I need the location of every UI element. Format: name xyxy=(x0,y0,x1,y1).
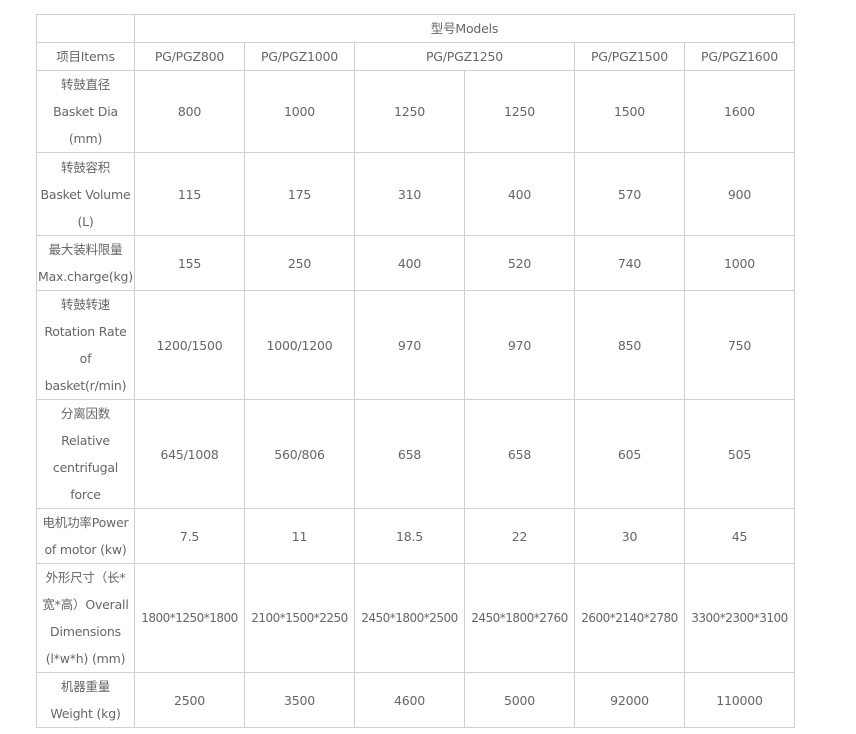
value-cell: 560/806 xyxy=(244,399,355,509)
value-cell: 30 xyxy=(574,508,685,564)
row-label: 机器重量 Weight (kg) xyxy=(36,672,135,728)
row-label-line: (L) xyxy=(77,213,94,229)
model-header: PG/PGZ800 xyxy=(134,42,245,71)
table-row: 转鼓直径 Basket Dia (mm) 800 1000 1250 1250 1500 160… xyxy=(36,70,796,153)
value-cell: 1500 xyxy=(574,70,685,153)
table-row: 外形尺寸（长* 宽*高）Overall Dimensions (l*w*h) (mm)… xyxy=(36,563,796,673)
table-row: 最大装料限量 Max.charge(kg) 155 250 400 520 740 1000 xyxy=(36,235,796,291)
header-row-items: 项目Items PG/PGZ800 PG/PGZ1000 PG/PGZ1250 … xyxy=(36,42,796,71)
value-cell: 1200/1500 xyxy=(134,290,245,400)
row-label-line: centrifugal xyxy=(52,460,119,475)
value-cell: 970 xyxy=(354,290,465,400)
models-header: 型号Models xyxy=(133,14,796,43)
value-cell: 850 xyxy=(574,290,685,400)
row-label-line: Max.charge(kg) xyxy=(38,269,133,284)
row-label: 转鼓转速 Rotation Rate of basket(r/min) xyxy=(36,290,135,400)
row-label-line: basket(r/min) xyxy=(44,378,127,393)
header-row-models: 型号Models xyxy=(36,14,796,43)
value-cell: 645/1008 xyxy=(134,399,245,509)
row-label: 外形尺寸（长* 宽*高）Overall Dimensions (l*w*h) (mm) xyxy=(36,563,135,673)
model-header: PG/PGZ1000 xyxy=(244,42,355,71)
value-cell: 310 xyxy=(354,152,465,236)
row-label-line: 转鼓直径 xyxy=(60,77,111,92)
value-cell: 1250 xyxy=(354,70,465,153)
value-cell: 7.5 xyxy=(134,508,245,564)
row-label-line: 外形尺寸（长* xyxy=(45,570,126,585)
corner-cell xyxy=(36,14,135,43)
value-cell: 11 xyxy=(244,508,355,564)
row-label: 最大装料限量 Max.charge(kg) xyxy=(36,235,135,291)
value-cell: 1000 xyxy=(244,70,355,153)
value-cell: 605 xyxy=(574,399,685,509)
row-label-line: 宽*高）Overall xyxy=(42,597,129,612)
table-row: 转鼓转速 Rotation Rate of basket(r/min) 1200/150… xyxy=(36,290,796,400)
row-label-line: of motor (kw) xyxy=(44,542,127,557)
value-cell: 250 xyxy=(244,235,355,291)
row-label-line: Rotation Rate xyxy=(44,324,127,339)
row-label-line: Basket Dia xyxy=(53,104,118,119)
model-header: PG/PGZ1600 xyxy=(683,42,796,71)
value-cell: 2450*1800*2500 xyxy=(354,563,465,673)
items-header: 项目Items xyxy=(36,42,135,71)
value-cell: 110000 xyxy=(683,672,796,728)
row-label: 转鼓直径 Basket Dia (mm) xyxy=(36,70,135,153)
row-label-line: 最大装料限量 xyxy=(48,242,123,257)
value-cell: 570 xyxy=(574,152,685,236)
model-header: PG/PGZ1500 xyxy=(574,42,685,71)
value-cell: 115 xyxy=(134,152,245,236)
value-cell: 970 xyxy=(464,290,575,400)
table-row: 转鼓容积 Basket Volume (L) 115 175 310 400 570 900 xyxy=(36,152,796,236)
value-cell: 2100*1500*2250 xyxy=(244,563,355,673)
value-cell: 22 xyxy=(464,508,575,564)
row-label-line: Basket Volume xyxy=(40,186,131,202)
row-label-line: Weight (kg) xyxy=(50,706,121,721)
value-cell: 2500 xyxy=(134,672,245,728)
row-label-line: force xyxy=(70,487,101,502)
value-cell: 1250 xyxy=(464,70,575,153)
row-label-line: 转鼓容积 xyxy=(60,159,111,175)
value-cell: 800 xyxy=(134,70,245,153)
value-cell: 400 xyxy=(464,152,575,236)
value-cell: 5000 xyxy=(464,672,575,728)
row-label-line: of xyxy=(79,351,92,366)
value-cell: 900 xyxy=(683,152,796,236)
value-cell: 740 xyxy=(574,235,685,291)
row-label-line: (l*w*h) (mm) xyxy=(45,651,126,666)
value-cell: 520 xyxy=(464,235,575,291)
value-cell: 658 xyxy=(464,399,575,509)
value-cell: 155 xyxy=(134,235,245,291)
row-label-line: (mm) xyxy=(68,131,103,146)
value-cell: 1800*1250*1800 xyxy=(134,563,245,673)
value-cell: 4600 xyxy=(354,672,465,728)
value-cell: 2600*2140*2780 xyxy=(574,563,685,673)
value-cell: 3300*2300*3100 xyxy=(683,563,796,673)
value-cell: 3500 xyxy=(244,672,355,728)
row-label: 转鼓容积 Basket Volume (L) xyxy=(36,152,135,236)
value-cell: 18.5 xyxy=(354,508,465,564)
row-label-line: Relative xyxy=(61,433,110,448)
value-cell: 45 xyxy=(683,508,796,564)
model-header: PG/PGZ1250 xyxy=(354,42,575,71)
value-cell: 400 xyxy=(354,235,465,291)
table-row: 分离因数 Relative centrifugal force 645/1008 560/… xyxy=(36,399,796,509)
value-cell: 750 xyxy=(683,290,796,400)
row-label-line: Dimensions xyxy=(50,624,121,639)
value-cell: 1000 xyxy=(683,235,796,291)
value-cell: 1000/1200 xyxy=(244,290,355,400)
row-label-line: 机器重量 xyxy=(60,679,111,694)
row-label: 电机功率Power of motor (kw) xyxy=(36,508,135,564)
row-label: 分离因数 Relative centrifugal force xyxy=(36,399,135,509)
row-label-line: 电机功率Power xyxy=(42,515,129,530)
value-cell: 92000 xyxy=(574,672,685,728)
table-row: 机器重量 Weight (kg) 2500 3500 4600 5000 92000 1100… xyxy=(36,672,796,728)
value-cell: 2450*1800*2760 xyxy=(464,563,575,673)
specs-table: 型号Models 项目Items PG/PGZ800 PG/PGZ1000 PG… xyxy=(36,14,796,728)
value-cell: 658 xyxy=(354,399,465,509)
table-row: 电机功率Power of motor (kw) 7.5 11 18.5 22 30 45 xyxy=(36,508,796,564)
value-cell: 1600 xyxy=(683,70,796,153)
row-label-line: 分离因数 xyxy=(60,406,111,421)
row-label-line: 转鼓转速 xyxy=(60,297,111,312)
value-cell: 175 xyxy=(244,152,355,236)
value-cell: 505 xyxy=(683,399,796,509)
